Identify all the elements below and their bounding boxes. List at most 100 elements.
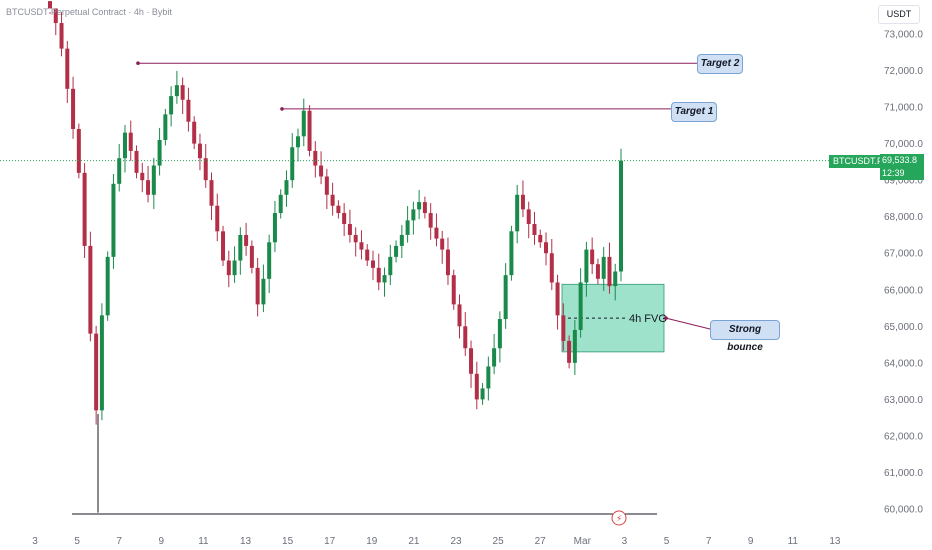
candle-body bbox=[480, 388, 485, 400]
candle-body bbox=[278, 194, 283, 214]
candle-body bbox=[567, 340, 572, 363]
candle-body bbox=[94, 333, 99, 411]
candle-body bbox=[65, 48, 70, 89]
candle-body bbox=[422, 202, 427, 214]
candle-body bbox=[549, 253, 554, 283]
x-tick-label: 23 bbox=[450, 536, 462, 547]
x-tick-label: 11 bbox=[198, 536, 209, 547]
candle-body bbox=[428, 213, 433, 228]
candle-body bbox=[134, 150, 139, 173]
x-tick-label: 5 bbox=[74, 536, 80, 547]
last-price-tag: 69,533.8 12:39 bbox=[880, 154, 924, 180]
candle-body bbox=[226, 260, 231, 276]
x-tick-label: 15 bbox=[282, 536, 294, 547]
candle-body bbox=[434, 227, 439, 239]
fvg-zone[interactable]: 4h FVG bbox=[561, 283, 667, 353]
y-tick-label: 73,000.0 bbox=[884, 30, 923, 41]
candle-body bbox=[365, 249, 370, 261]
candle-body bbox=[232, 260, 237, 276]
candle-body bbox=[445, 249, 450, 276]
candle-body bbox=[601, 256, 606, 279]
strong-bounce-label[interactable]: Strong bounce bbox=[710, 320, 780, 353]
y-tick-label: 71,000.0 bbox=[884, 103, 923, 114]
x-tick-label: 27 bbox=[535, 536, 547, 547]
target-1-anchor bbox=[280, 107, 284, 111]
candle-body bbox=[307, 110, 312, 151]
candle-body bbox=[463, 326, 468, 349]
bounce-anchor bbox=[664, 316, 668, 320]
candle-body bbox=[595, 264, 600, 279]
candle-body bbox=[48, 1, 52, 9]
currency-button[interactable]: USDT bbox=[878, 5, 920, 24]
candle-body bbox=[122, 132, 127, 159]
candle-body bbox=[584, 249, 589, 283]
candle-body bbox=[492, 348, 497, 367]
candle-body bbox=[76, 129, 81, 173]
last-price-symbol-tag: BTCUSDT.P bbox=[829, 155, 888, 168]
y-tick-label: 69,000.0 bbox=[884, 176, 923, 187]
y-tick-label: 62,000.0 bbox=[884, 431, 923, 442]
candle-body bbox=[526, 209, 531, 224]
x-tick-label: 13 bbox=[240, 536, 252, 547]
x-tick-label: 9 bbox=[748, 536, 754, 547]
target-2-anchor bbox=[136, 61, 140, 66]
candle-body bbox=[290, 147, 295, 181]
candle-body bbox=[497, 319, 502, 349]
candle-body bbox=[197, 143, 202, 159]
candle-body bbox=[474, 373, 479, 400]
y-tick-label: 72,000.0 bbox=[884, 66, 923, 77]
y-tick-label: 61,000.0 bbox=[884, 468, 923, 479]
candle-body bbox=[284, 180, 289, 195]
candle-body bbox=[359, 242, 364, 250]
x-tick-label: 11 bbox=[788, 536, 799, 547]
fvg-label: 4h FVG bbox=[629, 313, 667, 325]
target-lines[interactable] bbox=[0, 61, 868, 330]
last-price-value: 69,533.8 bbox=[882, 155, 918, 165]
price-axis[interactable]: 60,000.0 61,000.0 62,000.0 63,000.0 64,000.0… bbox=[884, 30, 923, 516]
candle-body bbox=[319, 165, 324, 177]
candle-body bbox=[572, 329, 577, 363]
candle-body bbox=[192, 121, 197, 144]
x-tick-label: 3 bbox=[622, 536, 628, 547]
x-tick-label: 7 bbox=[706, 536, 712, 547]
candle-body bbox=[544, 242, 549, 254]
candle-body bbox=[99, 315, 104, 411]
y-tick-label: 65,000.0 bbox=[884, 322, 923, 333]
time-axis[interactable]: 3 5 7 9 11 13 15 17 19 21 23 25 27 Mar 3 5 7 9 11 13 ⚡ bbox=[32, 510, 841, 547]
y-tick-label: 70,000.0 bbox=[884, 139, 923, 150]
x-tick-label: 21 bbox=[408, 536, 420, 547]
candle-body bbox=[249, 245, 254, 268]
candle-body bbox=[88, 245, 93, 334]
candle-body bbox=[82, 172, 87, 246]
candle-body bbox=[117, 158, 122, 184]
candle-body bbox=[59, 23, 64, 49]
target-1-label[interactable]: Target 1 bbox=[671, 102, 717, 122]
y-tick-label: 68,000.0 bbox=[884, 212, 923, 223]
candle-body bbox=[451, 275, 456, 305]
candle-body bbox=[169, 96, 174, 115]
candle-body bbox=[296, 136, 301, 148]
x-tick-label: Mar bbox=[574, 536, 592, 547]
candle-body bbox=[244, 234, 249, 246]
candle-body bbox=[180, 85, 185, 100]
candle-body bbox=[146, 180, 151, 195]
candle-body bbox=[140, 172, 145, 181]
candle-body bbox=[111, 183, 116, 257]
x-tick-label: 7 bbox=[116, 536, 122, 547]
candle-body bbox=[330, 194, 335, 206]
candle-body bbox=[353, 234, 358, 243]
candle-body bbox=[128, 132, 133, 151]
candle-body bbox=[261, 278, 266, 305]
candle-body bbox=[370, 260, 375, 268]
target-2-label[interactable]: Target 2 bbox=[697, 54, 743, 74]
candle-body bbox=[151, 165, 156, 195]
candle-body bbox=[394, 245, 399, 257]
candle-body bbox=[399, 234, 404, 246]
candle-body bbox=[376, 267, 381, 283]
candle-body bbox=[267, 242, 272, 279]
x-tick-label: 5 bbox=[664, 536, 670, 547]
y-tick-label: 66,000.0 bbox=[884, 285, 923, 296]
candle-body bbox=[520, 194, 525, 210]
candle-body bbox=[382, 275, 387, 283]
